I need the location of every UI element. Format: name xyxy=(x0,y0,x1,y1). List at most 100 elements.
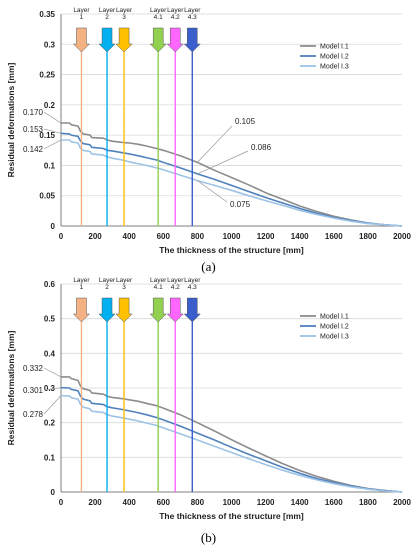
x-tick-label: 200 xyxy=(88,232,102,241)
start-value-label: 0.301 xyxy=(23,386,44,395)
start-value-label: 0.332 xyxy=(23,364,44,373)
y-tick-label: 0.6 xyxy=(44,280,56,289)
annotation-label: 0.105 xyxy=(235,117,256,126)
layer-arrow-icon xyxy=(98,297,116,323)
layer-arrow-icon xyxy=(166,297,184,323)
start-value-label: 0.170 xyxy=(23,108,44,117)
x-tick-label: 1200 xyxy=(257,498,275,507)
legend-label: Model I.3 xyxy=(320,334,349,341)
annotation-label: 0.086 xyxy=(251,143,272,152)
layer-label: Layer 4.2 xyxy=(167,7,184,21)
start-label-leader xyxy=(43,395,62,415)
x-tick-label: 1400 xyxy=(291,498,309,507)
x-tick-label: 800 xyxy=(191,232,205,241)
layer-arrow-icon xyxy=(115,297,133,323)
x-tick-label: 800 xyxy=(191,498,205,507)
chart-a: 0 0.05 0.1 0.15 0.2 0.25 0.3 0.35 0 200 400 600 800 1… xyxy=(0,0,417,258)
x-tick-label: 1000 xyxy=(223,498,241,507)
layer-label: Layer 1 xyxy=(73,277,90,291)
y-tick-label: 0.1 xyxy=(44,161,56,170)
x-axis-title: The thickness of the structure [mm] xyxy=(159,511,304,521)
legend-label: Model I.2 xyxy=(320,324,349,331)
layer-label: Layer 3 xyxy=(116,7,133,21)
x-tick-label: 1600 xyxy=(325,498,343,507)
layer-arrow-icon xyxy=(183,27,201,53)
x-axis-title: The thickness of the structure [mm] xyxy=(159,245,304,255)
start-label-leader xyxy=(43,128,62,134)
chart-a-svg: 0 0.05 0.1 0.15 0.2 0.25 0.3 0.35 0 200 400 600 800 1… xyxy=(6,7,411,255)
x-tick-label: 400 xyxy=(123,232,137,241)
y-tick-label: 0.4 xyxy=(44,349,56,358)
x-tick-label: 600 xyxy=(157,232,171,241)
series-line-1 xyxy=(61,122,403,227)
y-tick-label: 0.3 xyxy=(44,384,56,393)
layer-label: Layer 1 xyxy=(73,7,90,21)
layer-arrow-icon xyxy=(72,297,91,323)
legend-label: Model I.3 xyxy=(320,64,349,71)
chart-a-caption: (a) xyxy=(201,259,216,274)
x-tick-label: 0 xyxy=(59,498,64,507)
series-line-1 xyxy=(61,376,403,493)
legend-label: Model I.1 xyxy=(320,44,349,51)
chart-b-caption: (b) xyxy=(200,530,217,545)
start-value-label: 0.278 xyxy=(23,410,44,419)
x-tick-label: 1800 xyxy=(359,498,377,507)
x-tick-label: 0 xyxy=(59,232,64,241)
layer-label: Layer 4.3 xyxy=(184,7,201,21)
layer-label: Layer 4.1 xyxy=(150,277,167,291)
layer-arrow-icon xyxy=(72,27,91,53)
x-tick-label: 1400 xyxy=(291,232,309,241)
x-tick-label: 600 xyxy=(157,498,171,507)
start-label-leader xyxy=(43,139,62,150)
y-axis-title: Residual deformations [mm] xyxy=(6,330,16,445)
y-tick-label: 0.2 xyxy=(44,419,56,428)
annotation-label: 0.075 xyxy=(230,200,251,209)
layer-arrow-icon xyxy=(166,27,184,53)
layer-label: Layer 4.3 xyxy=(184,277,201,291)
y-tick-label: 0.3 xyxy=(44,40,56,49)
x-tick-label: 400 xyxy=(123,498,137,507)
chart-b-svg: 0 0.1 0.2 0.3 0.4 0.5 0.6 0 200 400 600 800 1000 1200… xyxy=(6,277,411,521)
start-label-leader xyxy=(43,387,62,391)
layer-label: Layer 4.2 xyxy=(167,277,184,291)
y-tick-label: 0.15 xyxy=(39,131,55,140)
legend-label: Model I.2 xyxy=(320,54,349,61)
layer-arrow-icon xyxy=(149,27,167,53)
y-tick-label: 0.25 xyxy=(39,71,55,80)
start-value-label: 0.153 xyxy=(23,125,44,134)
annotation-leader xyxy=(197,180,228,203)
x-tick-label: 2000 xyxy=(393,232,411,241)
x-tick-label: 1800 xyxy=(359,232,377,241)
x-tick-label: 2000 xyxy=(393,498,411,507)
layer-arrow-icon xyxy=(98,27,116,53)
legend-label: Model I.1 xyxy=(320,314,349,321)
layer-label: Layer 2 xyxy=(99,277,116,291)
series-line-2 xyxy=(60,132,403,227)
start-label-leader xyxy=(43,367,62,378)
x-tick-label: 1200 xyxy=(257,232,275,241)
layer-label: Layer 4.1 xyxy=(150,7,167,21)
layer-arrow-icon xyxy=(149,297,167,323)
start-value-label: 0.142 xyxy=(23,145,44,154)
layer-label: Layer 3 xyxy=(116,277,133,291)
start-label-leader xyxy=(43,111,62,124)
y-tick-label: 0.35 xyxy=(39,10,55,19)
chart-b: 0 0.1 0.2 0.3 0.4 0.5 0.6 0 200 400 600 800 1000 1200… xyxy=(0,276,417,528)
x-tick-label: 1000 xyxy=(223,232,241,241)
series-line-3 xyxy=(61,139,403,227)
annotation-leader xyxy=(197,125,233,163)
x-tick-label: 1600 xyxy=(325,232,343,241)
annotation-leader xyxy=(197,150,249,175)
y-tick-label: 0.2 xyxy=(44,101,56,110)
y-tick-label: 0.05 xyxy=(39,192,55,201)
layer-arrow-icon xyxy=(183,297,201,323)
y-tick-label: 0 xyxy=(51,488,56,497)
y-tick-label: 0 xyxy=(51,222,56,231)
y-axis-title: Residual deformations [mm] xyxy=(6,62,16,177)
layer-arrow-icon xyxy=(115,27,133,53)
y-tick-label: 0.1 xyxy=(44,453,56,462)
x-tick-label: 200 xyxy=(88,498,102,507)
series-line-3 xyxy=(60,394,403,493)
y-tick-label: 0.5 xyxy=(44,315,56,324)
series-line-2 xyxy=(60,386,403,493)
